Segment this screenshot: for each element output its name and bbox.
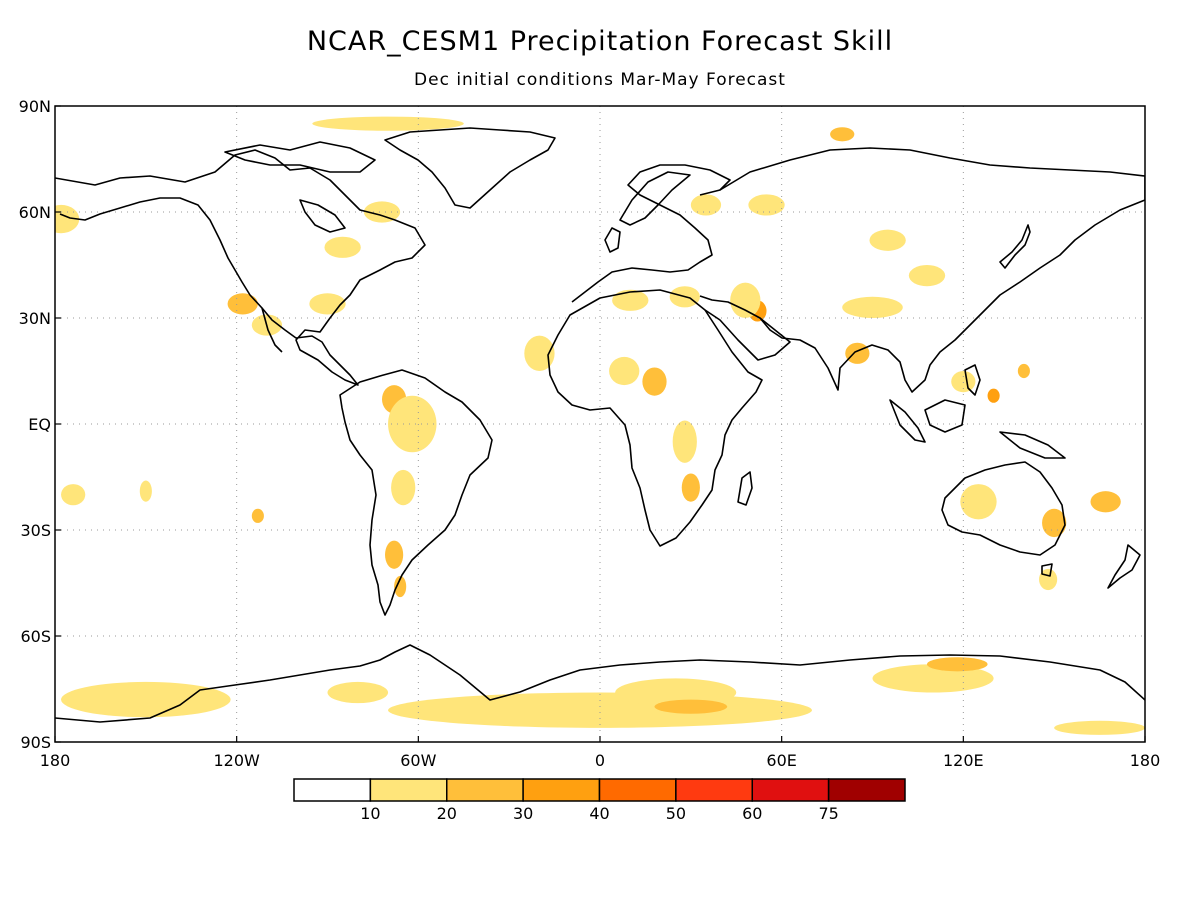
coastline-baja <box>261 307 283 353</box>
skill-area-11 <box>61 484 86 506</box>
coastline-hudson-bay <box>299 199 346 233</box>
skill-area-16 <box>609 356 640 386</box>
skill-area-12 <box>139 480 152 502</box>
lat-tick-label: EQ <box>28 415 51 434</box>
skill-area-26 <box>830 127 855 142</box>
gridlines-layer <box>55 106 1145 742</box>
lat-tick-label: 30N <box>19 309 51 328</box>
coastline-arabia <box>704 309 791 361</box>
skill-area-28 <box>908 265 946 287</box>
skill-area-41 <box>615 678 737 707</box>
lon-tick-label: 60E <box>766 751 796 770</box>
skill-area-31 <box>951 371 976 393</box>
skill-area-19 <box>681 473 700 502</box>
colorbar-label: 40 <box>589 804 609 823</box>
skill-area-7 <box>388 395 437 453</box>
skill-area-42 <box>654 699 728 714</box>
coastline-greenland <box>384 127 556 209</box>
skill-area-35 <box>1042 508 1067 538</box>
lon-tick-label: 180 <box>1130 751 1161 770</box>
coastline-tasmania <box>1041 563 1053 577</box>
colorbar-label: 10 <box>360 804 380 823</box>
skill-area-38 <box>61 681 231 718</box>
skill-area-24 <box>690 194 722 216</box>
colorbar-swatch-6 <box>751 778 830 802</box>
coastline-madagascar <box>737 471 753 506</box>
skill-area-40 <box>388 692 812 728</box>
skill-area-30 <box>845 342 870 364</box>
skill-area-44 <box>927 657 988 672</box>
longitude-labels: 180 120W 60W 0 60E 120E 180 <box>40 736 1161 770</box>
coastline-japan <box>999 224 1031 269</box>
coastline-europe <box>571 164 731 303</box>
colorbar-label: 75 <box>818 804 838 823</box>
skill-area-45 <box>1054 720 1145 735</box>
colorbar-label: 30 <box>513 804 533 823</box>
colorbar-swatch-5 <box>675 778 753 802</box>
colorbar: 10 20 30 40 50 60 75 <box>293 778 906 823</box>
skill-area-8 <box>391 469 416 506</box>
lon-tick-label: 60W <box>400 751 436 770</box>
colorbar-swatch-7 <box>827 778 906 802</box>
colorbar-swatch-1 <box>369 778 448 802</box>
coastline-south-america <box>339 369 493 616</box>
skill-area-27 <box>869 229 906 251</box>
skill-area-20 <box>612 289 649 311</box>
skill-area-36 <box>1090 491 1121 513</box>
lat-tick-label: 90N <box>19 97 51 116</box>
skill-area-18 <box>672 420 697 463</box>
colorbar-swatch-4 <box>598 778 677 802</box>
lat-tick-label: 60S <box>20 627 51 646</box>
coastline-arctic-islands <box>224 141 376 173</box>
skill-area-3 <box>324 236 361 258</box>
coastline-borneo <box>924 399 966 433</box>
skill-area-29 <box>842 296 903 318</box>
lat-tick-label: 60N <box>19 203 51 222</box>
skill-area-0 <box>227 293 258 315</box>
colorbar-label: 60 <box>742 804 762 823</box>
lon-tick-label: 180 <box>40 751 71 770</box>
lat-tick-label: 30S <box>20 521 51 540</box>
skill-area-5 <box>312 116 464 131</box>
coastline-uk <box>604 227 621 253</box>
skill-shading-layer <box>55 116 1145 735</box>
lat-tick-label: 90S <box>20 733 51 752</box>
skill-area-25 <box>748 194 785 216</box>
coastline-sumatra <box>889 399 926 443</box>
coastline-asia <box>699 147 1145 393</box>
colorbar-swatch-0 <box>293 778 372 802</box>
latitude-labels: 90N 60N 30N EQ 30S 60S 90S <box>19 97 61 752</box>
coastline-antarctica <box>55 644 1145 723</box>
lon-tick-label: 120W <box>213 751 260 770</box>
coastline-australia <box>941 461 1066 556</box>
colorbar-swatch-3 <box>522 778 601 802</box>
chart-subtitle: Dec initial conditions Mar-May Forecast <box>414 70 786 90</box>
skill-area-32 <box>987 388 1000 403</box>
skill-area-17 <box>642 367 667 396</box>
lon-tick-label: 120E <box>943 751 984 770</box>
colorbar-label: 20 <box>437 804 457 823</box>
skill-area-15 <box>524 335 555 372</box>
chart-title: NCAR_CESM1 Precipitation Forecast Skill <box>306 26 894 57</box>
coastline-africa <box>547 289 763 547</box>
lon-tick-label: 0 <box>595 751 605 770</box>
coastlines-layer <box>55 127 1145 723</box>
coastline-north-america <box>55 149 426 386</box>
colorbar-swatch-2 <box>446 778 524 802</box>
colorbar-label: 50 <box>666 804 686 823</box>
skill-area-9 <box>385 540 404 569</box>
coastline-philippines <box>964 364 981 396</box>
skill-area-33 <box>1017 363 1030 379</box>
skill-area-4 <box>363 201 401 223</box>
coastline-new-zealand <box>1107 544 1141 589</box>
coastline-scandinavia <box>619 171 691 226</box>
skill-area-39 <box>327 681 389 704</box>
skill-area-10 <box>394 575 407 598</box>
skill-area-34 <box>960 484 997 520</box>
coastline-new-guinea <box>999 431 1066 459</box>
skill-area-13 <box>251 508 264 523</box>
skill-area-23 <box>730 282 761 319</box>
skill-area-43 <box>872 664 994 693</box>
